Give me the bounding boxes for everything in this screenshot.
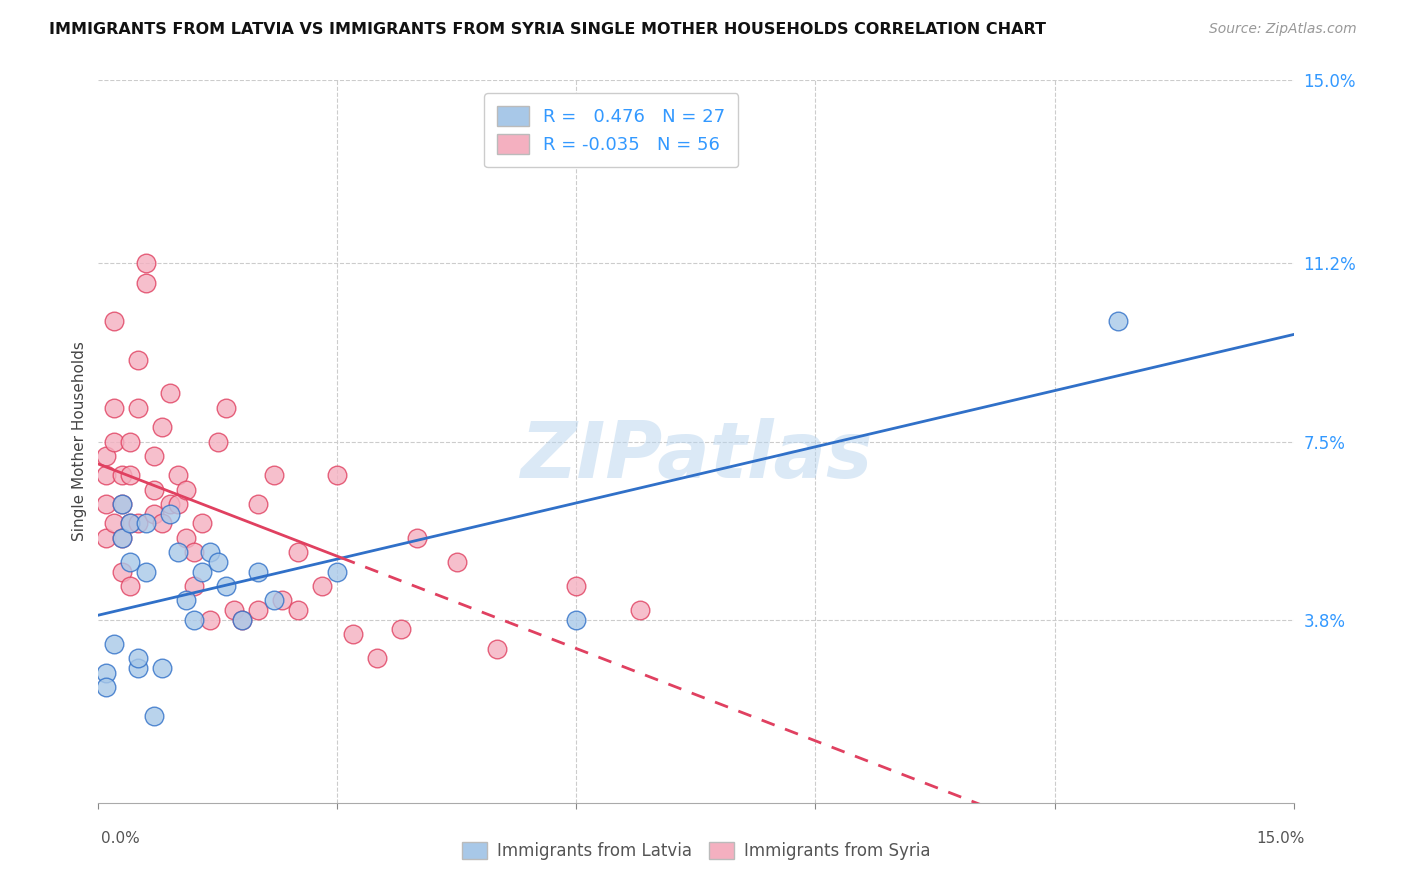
Point	[143, 483, 166, 497]
Point	[135, 516, 157, 531]
Point	[150, 516, 173, 531]
Point	[111, 497, 134, 511]
Point	[207, 555, 229, 569]
Point	[135, 256, 157, 270]
Point	[263, 593, 285, 607]
Point	[127, 661, 149, 675]
Point	[127, 651, 149, 665]
Point	[111, 468, 134, 483]
Point	[342, 627, 364, 641]
Point	[191, 516, 214, 531]
Point	[111, 497, 134, 511]
Point	[565, 613, 588, 627]
Point	[174, 483, 197, 497]
Point	[406, 531, 429, 545]
Point	[183, 613, 205, 627]
Point	[389, 623, 412, 637]
Point	[263, 468, 285, 483]
Point	[326, 565, 349, 579]
Text: Source: ZipAtlas.com: Source: ZipAtlas.com	[1209, 22, 1357, 37]
Point	[120, 555, 142, 569]
Point	[103, 401, 125, 415]
Point	[103, 434, 125, 449]
Point	[1107, 314, 1129, 328]
Point	[231, 613, 253, 627]
Point	[120, 434, 142, 449]
Point	[326, 468, 349, 483]
Point	[174, 531, 197, 545]
Point	[287, 603, 309, 617]
Point	[96, 468, 118, 483]
Point	[167, 497, 190, 511]
Point	[446, 555, 468, 569]
Point	[135, 565, 157, 579]
Point	[135, 276, 157, 290]
Text: 15.0%: 15.0%	[1257, 831, 1305, 846]
Point	[191, 565, 214, 579]
Point	[143, 449, 166, 463]
Point	[246, 565, 269, 579]
Point	[159, 507, 181, 521]
Point	[103, 516, 125, 531]
Point	[143, 507, 166, 521]
Point	[207, 434, 229, 449]
Point	[366, 651, 388, 665]
Point	[222, 603, 245, 617]
Point	[111, 531, 134, 545]
Point	[198, 545, 221, 559]
Point	[127, 401, 149, 415]
Point	[96, 680, 118, 694]
Point	[167, 468, 190, 483]
Point	[215, 401, 238, 415]
Point	[127, 516, 149, 531]
Point	[143, 709, 166, 723]
Point	[311, 579, 333, 593]
Point	[111, 531, 134, 545]
Point	[96, 665, 118, 680]
Point	[565, 579, 588, 593]
Point	[96, 449, 118, 463]
Point	[183, 579, 205, 593]
Point	[111, 565, 134, 579]
Point	[96, 531, 118, 545]
Point	[215, 579, 238, 593]
Point	[231, 613, 253, 627]
Point	[270, 593, 292, 607]
Point	[174, 593, 197, 607]
Point	[120, 516, 142, 531]
Legend: Immigrants from Latvia, Immigrants from Syria: Immigrants from Latvia, Immigrants from …	[456, 835, 936, 867]
Point	[159, 386, 181, 401]
Point	[120, 516, 142, 531]
Point	[246, 603, 269, 617]
Text: IMMIGRANTS FROM LATVIA VS IMMIGRANTS FROM SYRIA SINGLE MOTHER HOUSEHOLDS CORRELA: IMMIGRANTS FROM LATVIA VS IMMIGRANTS FRO…	[49, 22, 1046, 37]
Y-axis label: Single Mother Households: Single Mother Households	[72, 342, 87, 541]
Point	[183, 545, 205, 559]
Point	[127, 352, 149, 367]
Point	[167, 545, 190, 559]
Point	[287, 545, 309, 559]
Point	[485, 641, 508, 656]
Point	[96, 497, 118, 511]
Point	[198, 613, 221, 627]
Point	[103, 637, 125, 651]
Point	[628, 603, 651, 617]
Point	[150, 420, 173, 434]
Point	[150, 661, 173, 675]
Text: ZIPatlas: ZIPatlas	[520, 418, 872, 494]
Point	[246, 497, 269, 511]
Point	[103, 314, 125, 328]
Point	[159, 497, 181, 511]
Point	[120, 468, 142, 483]
Text: 0.0%: 0.0%	[101, 831, 141, 846]
Point	[120, 579, 142, 593]
